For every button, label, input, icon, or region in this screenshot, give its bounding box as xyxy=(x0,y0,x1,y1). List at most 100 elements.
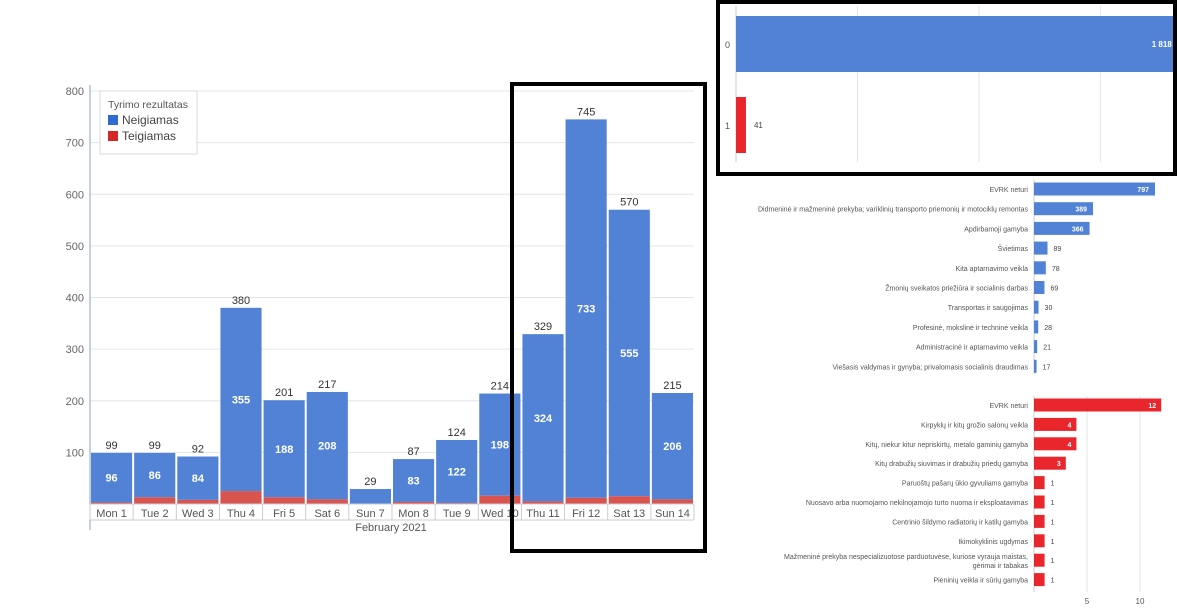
mr-value-label-3: 89 xyxy=(1054,246,1062,253)
mr-bar-3 xyxy=(1034,241,1048,255)
total-label-fri-5: 201 xyxy=(275,387,293,399)
bar-neigiamas-tue-9 xyxy=(436,439,478,503)
mr-bar-9 xyxy=(1034,359,1037,373)
bar-neigiamas-thu-11 xyxy=(522,334,564,502)
segment-label-tue-9: 122 xyxy=(448,466,466,478)
br-bar-5 xyxy=(1034,495,1045,509)
bar-neigiamas-tue-2 xyxy=(134,452,176,498)
total-label-sat-13: 570 xyxy=(620,197,638,209)
br-bar-2 xyxy=(1034,437,1077,451)
segment-label-thu-11: 324 xyxy=(534,413,553,425)
main-legend: Tyrimo rezultatas Neigiamas Teigiamas xyxy=(99,90,198,155)
result-horizontal-bar-chart: 0 1 818 1 41 xyxy=(716,0,1177,176)
x-tick-mon-1: Mon 1 xyxy=(96,508,127,520)
bar-neigiamas-mon-1 xyxy=(91,452,133,503)
main-y-tick-label: 700 xyxy=(66,138,84,150)
main-y-tick-label: 500 xyxy=(66,241,84,253)
mr-bar-2 xyxy=(1034,221,1090,235)
br-value-label-8: 1 xyxy=(1051,558,1055,565)
br-value-label-3: 3 xyxy=(1057,461,1061,468)
mr-bar-1 xyxy=(1034,202,1094,216)
total-label-thu-11: 329 xyxy=(534,321,552,333)
br-category-label-5: Nuosavo arba nuomojamo nekilnojamojo tur… xyxy=(806,500,1029,507)
bar-teigiamas-sat-13 xyxy=(608,496,650,504)
br-category-label-0: EVRK neturi xyxy=(989,403,1028,410)
br-bar-1 xyxy=(1034,417,1077,431)
total-label-sun-7: 29 xyxy=(364,476,376,488)
br-x-tick-label: 10 xyxy=(1136,597,1145,606)
total-label-sun-14: 215 xyxy=(663,380,681,392)
segment-label-fri-5: 188 xyxy=(275,444,293,456)
bar-neigiamas-sun-7 xyxy=(349,489,391,504)
br-value-label-6: 1 xyxy=(1051,519,1055,526)
mr-value-label-9: 17 xyxy=(1043,364,1051,371)
tr-category-label-1: 1 xyxy=(725,121,730,131)
legend-swatch-teigiamas xyxy=(108,131,118,141)
segment-label-fri-12: 733 xyxy=(577,304,595,316)
x-tick-wed-3: Wed 3 xyxy=(182,508,214,520)
total-label-mon-8: 87 xyxy=(407,446,419,458)
bar-teigiamas-mon-8 xyxy=(393,501,435,504)
tr-category-label-0: 0 xyxy=(725,40,730,50)
legend-label-teigiamas: Teigiamas xyxy=(122,129,176,143)
top-right-frame xyxy=(716,0,1177,176)
main-y-tick-label: 200 xyxy=(66,396,84,408)
br-category-label-3: Kitų drabužių siuvimas ir drabužių pried… xyxy=(875,461,1028,468)
highlight-frame xyxy=(510,82,707,553)
mr-rows: EVRK neturi 797 Didmeninė ir mažmeninė pre… xyxy=(758,180,1155,374)
br-category-label-4: Paruoštų pašarų ūkio gyvuliams gamyba xyxy=(902,481,1028,488)
legend-label-neigiamas: Neigiamas xyxy=(122,113,179,127)
main-x-axis-title: February 2021 xyxy=(355,522,427,534)
br-bar-4 xyxy=(1034,476,1045,490)
br-bar-8 xyxy=(1034,553,1045,567)
x-tick-tue-9: Tue 9 xyxy=(443,508,471,520)
mr-category-label-8: Administracinė ir aptarnavimo veikla xyxy=(916,345,1028,352)
bar-teigiamas-fri-12 xyxy=(565,497,607,504)
br-value-label-1: 4 xyxy=(1067,422,1071,429)
x-tick-wed-10: Wed 10 xyxy=(481,508,519,520)
x-tick-tue-2: Tue 2 xyxy=(141,508,169,520)
total-label-tue-9: 124 xyxy=(448,427,466,439)
br-value-label-2: 4 xyxy=(1067,442,1071,449)
segment-label-mon-1: 96 xyxy=(105,473,117,485)
bar-neigiamas-sat-13 xyxy=(608,209,650,497)
mr-bar-7 xyxy=(1034,320,1039,334)
main-y-tick-label: 100 xyxy=(66,447,84,459)
x-tick-mon-8: Mon 8 xyxy=(398,508,429,520)
tr-bars: 0 1 818 1 41 xyxy=(725,16,1177,153)
x-tick-sun-7: Sun 7 xyxy=(356,508,385,520)
mr-value-label-0: 797 xyxy=(1137,187,1149,194)
mr-category-label-7: Profesinė, mokslinė ir techninė veikla xyxy=(913,325,1028,332)
br-x-tick-label: 5 xyxy=(1085,597,1090,606)
mr-category-label-9: Viešasis valdymas ir gynyba; privalomasi… xyxy=(832,364,1028,371)
legend-swatch-neigiamas xyxy=(108,115,118,125)
mr-value-label-4: 78 xyxy=(1052,266,1060,273)
br-category-label-7: Ikimokyklinis ugdymas xyxy=(958,539,1028,546)
bar-neigiamas-mon-8 xyxy=(393,459,435,502)
bar-neigiamas-sat-6 xyxy=(306,391,348,500)
segment-label-sun-14: 206 xyxy=(663,441,681,453)
tr-bar-1 xyxy=(736,97,746,153)
br-value-label-4: 1 xyxy=(1051,481,1055,488)
br-x-axis: 5 10 xyxy=(1085,597,1145,606)
main-y-tick-label: 300 xyxy=(66,344,84,356)
bar-neigiamas-wed-3 xyxy=(177,456,219,500)
tr-value-label-1: 41 xyxy=(754,121,763,130)
br-rows: EVRK neturi 12 Kirpyklų ir kitų grožio sal… xyxy=(784,396,1162,592)
bar-teigiamas-wed-10 xyxy=(479,495,521,504)
negative-by-activity-chart: EVRK neturi 797 Didmeninė ir mažmeninė pre… xyxy=(758,180,1155,374)
legend-title: Tyrimo rezultatas xyxy=(108,99,188,111)
br-category-label-line: gėrimai ir tabakas xyxy=(973,563,1029,570)
segment-label-wed-10: 198 xyxy=(491,440,509,452)
bar-teigiamas-wed-3 xyxy=(177,499,219,504)
total-label-sat-6: 217 xyxy=(318,379,336,391)
mr-category-label-3: Švietimas xyxy=(998,244,1029,253)
br-bar-3 xyxy=(1034,456,1066,470)
mr-value-label-6: 30 xyxy=(1045,305,1053,312)
segment-label-mon-8: 83 xyxy=(407,476,419,488)
br-category-label-1: Kirpyklų ir kitų grožio salonų veikla xyxy=(921,422,1028,429)
bar-teigiamas-sun-14 xyxy=(651,499,693,504)
segment-label-wed-3: 84 xyxy=(192,473,205,485)
x-tick-sat-13: Sat 13 xyxy=(613,508,645,520)
mr-value-label-8: 21 xyxy=(1043,345,1051,352)
